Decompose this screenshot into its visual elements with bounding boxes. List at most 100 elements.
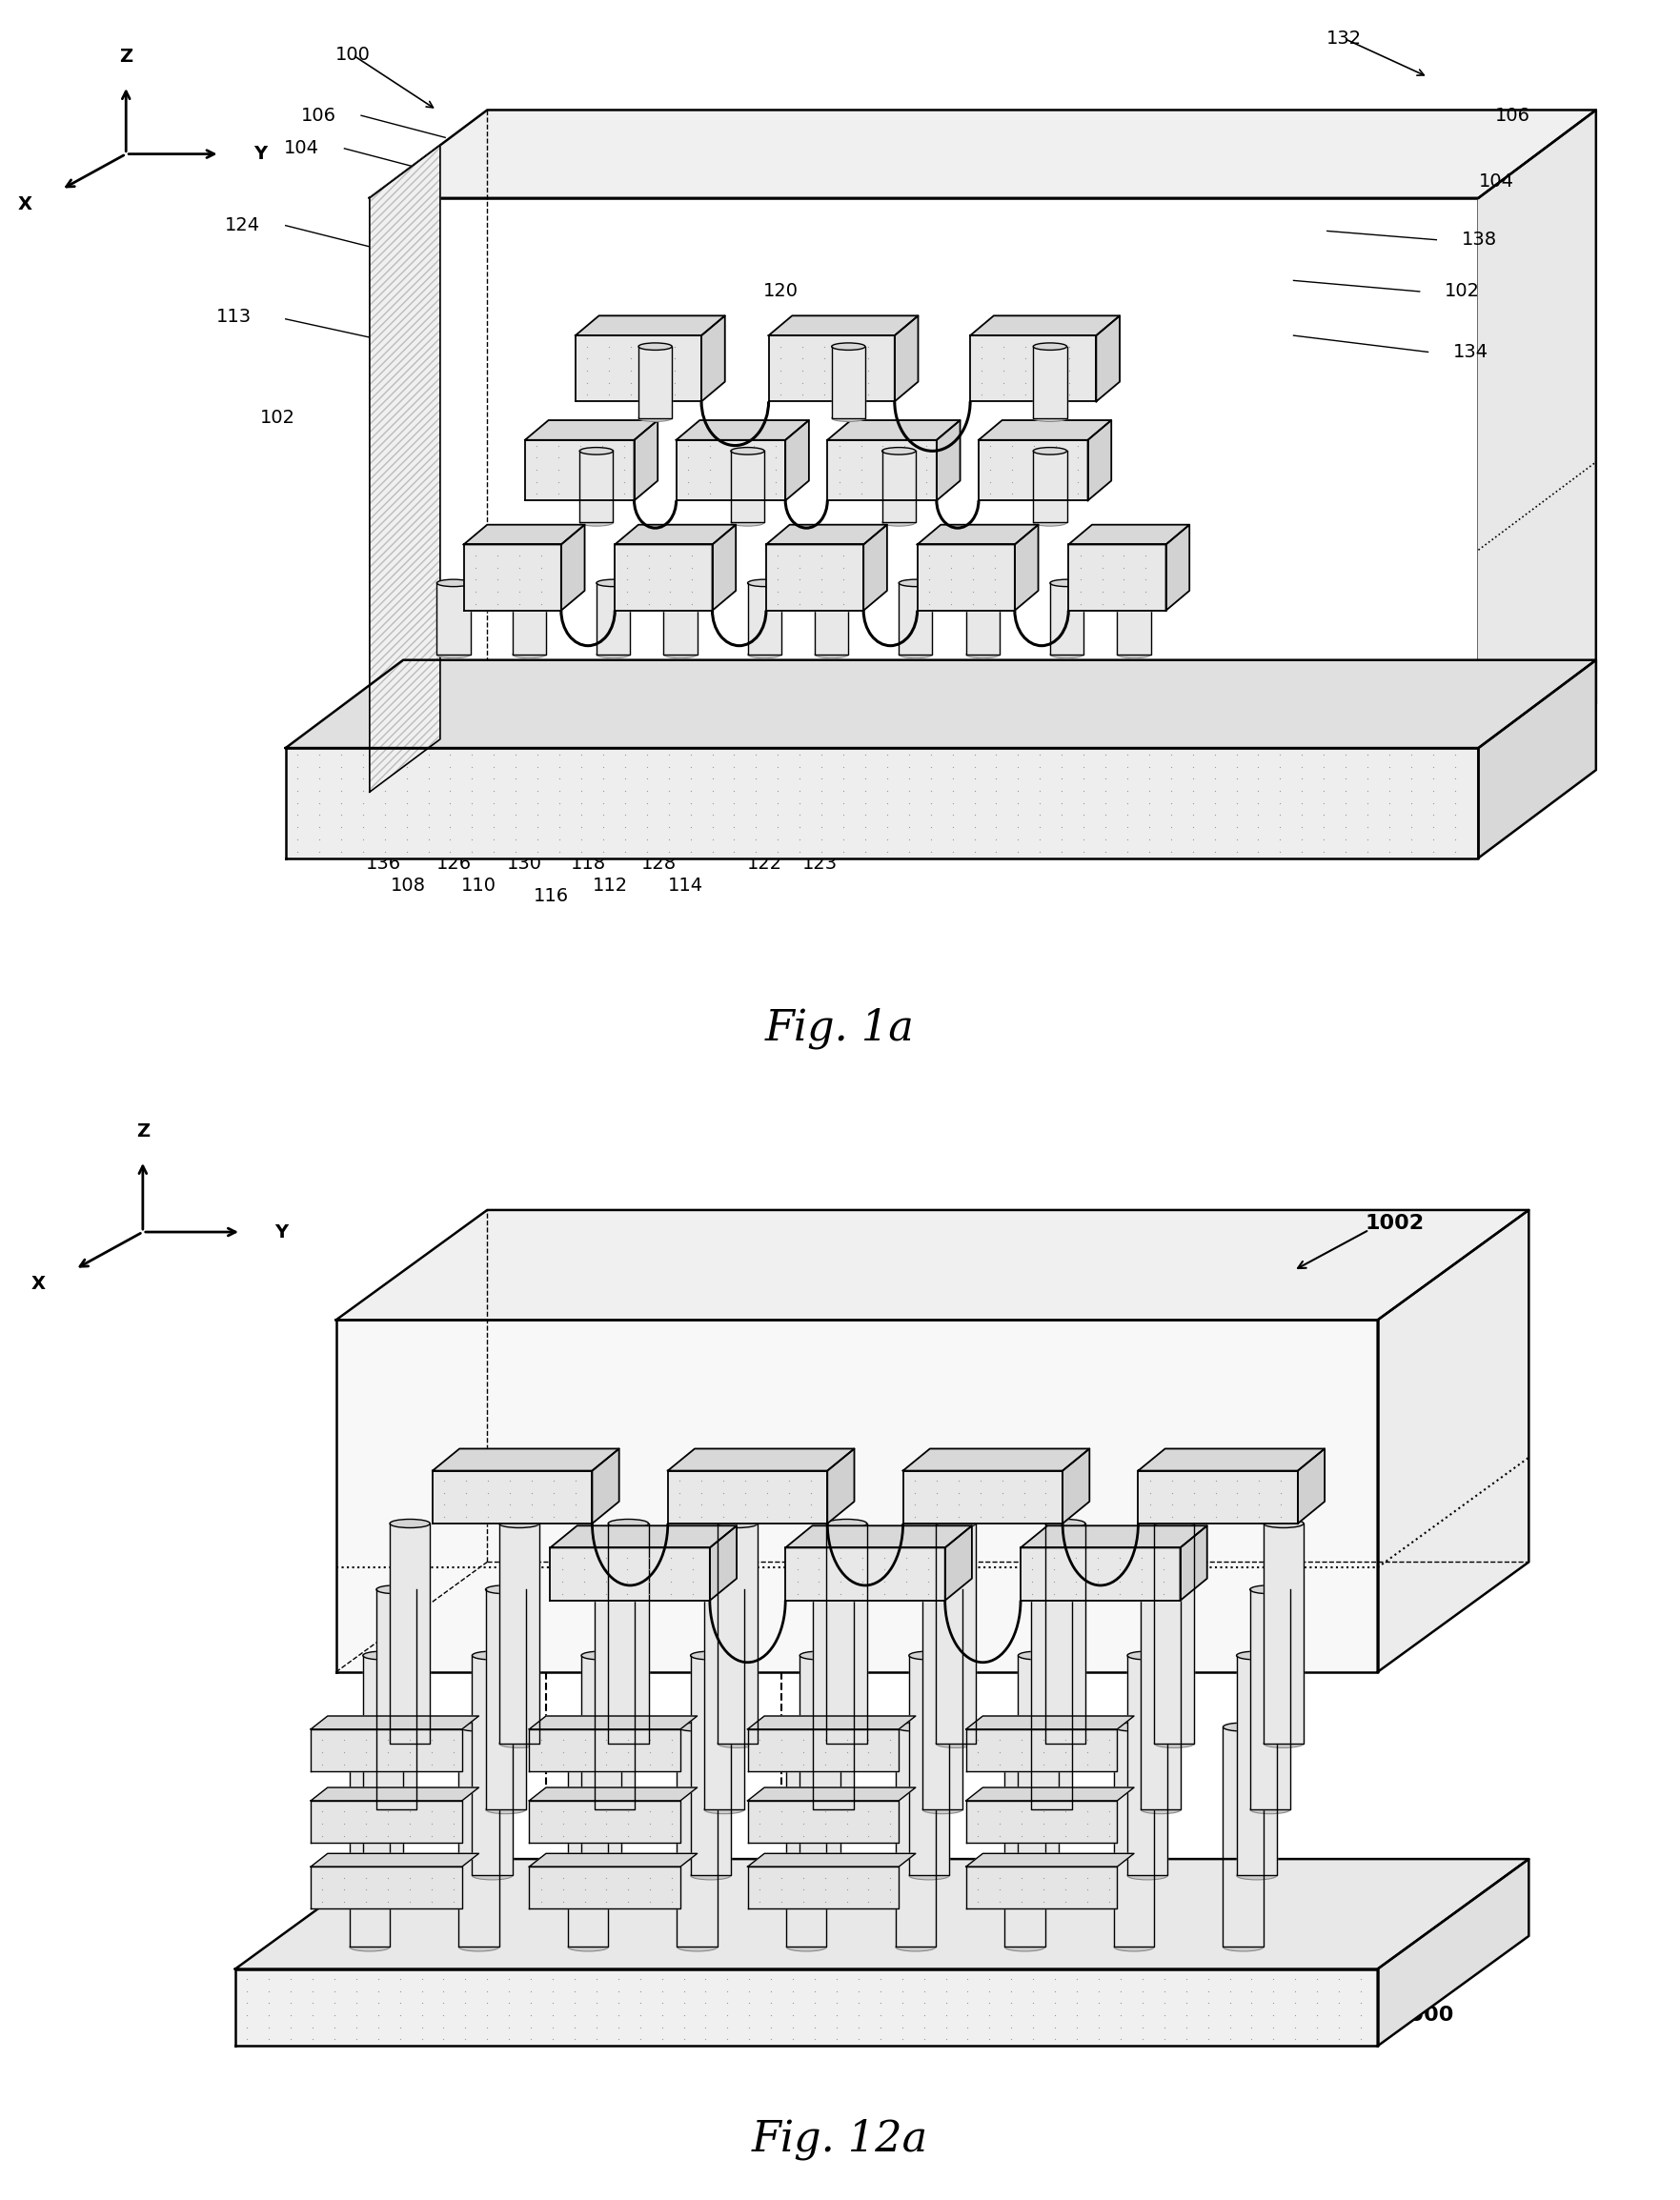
Ellipse shape [731,519,764,526]
Polygon shape [1068,526,1189,546]
Ellipse shape [1154,1520,1194,1527]
Polygon shape [1062,1450,1089,1522]
Ellipse shape [580,447,613,455]
Ellipse shape [936,1520,976,1527]
Text: 128: 128 [640,854,677,873]
Polygon shape [966,1866,1117,1907]
Ellipse shape [1141,1806,1181,1813]
Polygon shape [635,420,659,502]
Polygon shape [669,1450,855,1470]
Polygon shape [1050,583,1084,656]
Polygon shape [561,526,585,609]
Polygon shape [529,1866,680,1907]
Polygon shape [311,1800,462,1844]
Ellipse shape [704,1806,744,1813]
Polygon shape [966,583,1000,656]
Text: Fig. 1a: Fig. 1a [766,1008,914,1049]
Polygon shape [904,1470,1062,1522]
Ellipse shape [832,414,865,422]
Ellipse shape [376,1806,417,1813]
Text: 106: 106 [301,106,336,125]
Polygon shape [748,1729,899,1771]
Polygon shape [786,1527,971,1549]
Ellipse shape [608,1520,648,1527]
Ellipse shape [1263,1520,1304,1527]
Polygon shape [1117,583,1151,656]
Polygon shape [529,1716,697,1729]
Text: 123: 123 [801,854,838,873]
Text: 124: 124 [225,216,260,235]
Ellipse shape [512,651,546,658]
Text: 102: 102 [328,843,361,862]
Polygon shape [524,440,635,502]
Ellipse shape [922,1586,963,1593]
Ellipse shape [1005,1723,1045,1731]
Text: Z: Z [119,48,133,66]
Polygon shape [827,1522,867,1742]
Polygon shape [937,420,961,502]
Polygon shape [311,1866,462,1907]
Polygon shape [769,334,894,400]
Ellipse shape [899,579,932,587]
Ellipse shape [1033,414,1067,422]
Polygon shape [704,1588,744,1808]
Ellipse shape [390,1520,430,1527]
Text: 136: 136 [365,854,402,873]
Polygon shape [1154,1522,1194,1742]
Polygon shape [433,1450,620,1470]
Polygon shape [895,1727,936,1947]
Ellipse shape [581,1652,622,1659]
Polygon shape [524,420,659,440]
Polygon shape [828,440,937,502]
Ellipse shape [1117,651,1151,658]
Text: 102: 102 [260,409,294,427]
Polygon shape [815,583,848,656]
Polygon shape [580,451,613,521]
Polygon shape [615,526,736,546]
Polygon shape [1005,1727,1045,1947]
Ellipse shape [1236,1652,1277,1659]
Polygon shape [286,748,1478,858]
Ellipse shape [596,579,630,587]
Polygon shape [1478,660,1596,858]
Ellipse shape [832,343,865,350]
Polygon shape [512,583,546,656]
Polygon shape [1114,1727,1154,1947]
Polygon shape [786,420,810,502]
Polygon shape [1166,526,1189,609]
Polygon shape [1021,1549,1179,1602]
Ellipse shape [1154,1740,1194,1747]
Ellipse shape [1263,1740,1304,1747]
Polygon shape [978,440,1089,502]
Polygon shape [311,1852,479,1866]
Ellipse shape [1114,1943,1154,1951]
Text: 104: 104 [284,139,319,158]
Text: 100: 100 [336,46,370,64]
Ellipse shape [909,1652,949,1659]
Polygon shape [529,1729,680,1771]
Ellipse shape [608,1740,648,1747]
Polygon shape [551,1549,709,1602]
Ellipse shape [580,519,613,526]
Ellipse shape [596,651,630,658]
Ellipse shape [936,1740,976,1747]
Polygon shape [917,546,1015,609]
Polygon shape [593,1450,620,1522]
Polygon shape [311,1716,479,1729]
Text: Y: Y [276,1223,289,1241]
Polygon shape [464,546,561,609]
Ellipse shape [800,1652,840,1659]
Polygon shape [669,1470,828,1522]
Polygon shape [675,420,810,440]
Ellipse shape [731,447,764,455]
Ellipse shape [1223,1943,1263,1951]
Ellipse shape [1141,1586,1181,1593]
Polygon shape [390,1522,430,1742]
Text: 108: 108 [391,876,425,895]
Polygon shape [472,1657,512,1874]
Polygon shape [966,1716,1134,1729]
Ellipse shape [717,1520,758,1527]
Polygon shape [717,1522,758,1742]
Ellipse shape [638,414,672,422]
Ellipse shape [800,1872,840,1879]
